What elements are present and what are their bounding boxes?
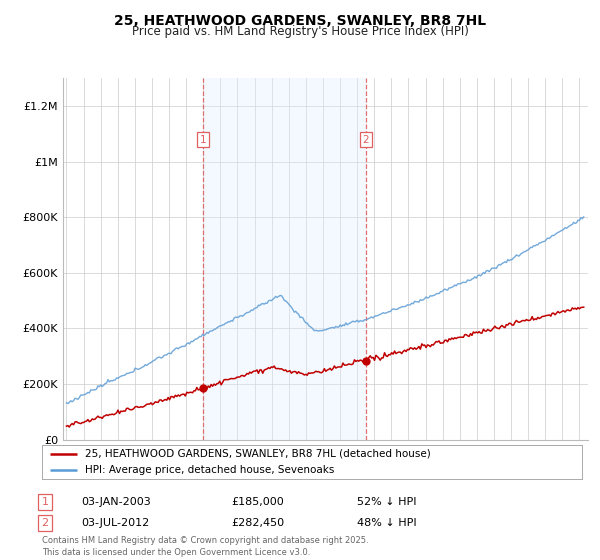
Text: £185,000: £185,000 <box>231 497 284 507</box>
Text: Price paid vs. HM Land Registry's House Price Index (HPI): Price paid vs. HM Land Registry's House … <box>131 25 469 38</box>
Text: 25, HEATHWOOD GARDENS, SWANLEY, BR8 7HL: 25, HEATHWOOD GARDENS, SWANLEY, BR8 7HL <box>114 14 486 28</box>
Text: £282,450: £282,450 <box>231 518 284 528</box>
Text: HPI: Average price, detached house, Sevenoaks: HPI: Average price, detached house, Seve… <box>85 465 335 475</box>
Text: 1: 1 <box>41 497 49 507</box>
Text: 48% ↓ HPI: 48% ↓ HPI <box>357 518 416 528</box>
Text: 25, HEATHWOOD GARDENS, SWANLEY, BR8 7HL (detached house): 25, HEATHWOOD GARDENS, SWANLEY, BR8 7HL … <box>85 449 431 459</box>
Text: 2: 2 <box>41 518 49 528</box>
Text: 52% ↓ HPI: 52% ↓ HPI <box>357 497 416 507</box>
Text: Contains HM Land Registry data © Crown copyright and database right 2025.
This d: Contains HM Land Registry data © Crown c… <box>42 536 368 557</box>
Text: 03-JUL-2012: 03-JUL-2012 <box>81 518 149 528</box>
Bar <box>203 78 365 440</box>
Text: 2: 2 <box>362 134 369 144</box>
Text: 03-JAN-2003: 03-JAN-2003 <box>81 497 151 507</box>
Text: 1: 1 <box>200 134 206 144</box>
